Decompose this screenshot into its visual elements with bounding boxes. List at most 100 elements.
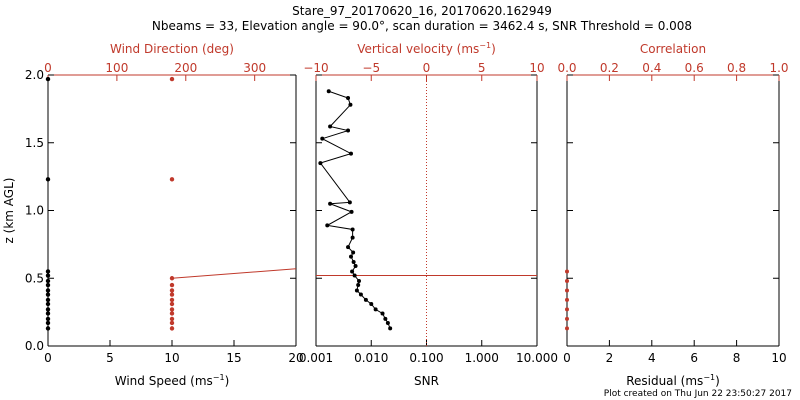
snr-axis-label: SNR [414,374,439,388]
residual-tick-label: 8 [733,351,741,365]
snr-point [320,136,325,141]
wind-speed-point [45,301,51,307]
correlation-point [565,278,569,283]
snr-point [353,264,358,269]
wind-direction-point [169,177,175,182]
wind-speed-point [45,273,51,278]
snr-point [350,235,355,240]
snr-point [385,320,390,325]
snr-tick-label: 10.000 [516,351,558,365]
wind-speed-tick-label: 20 [288,351,303,365]
vertical-velocity-top-tick-label: 10 [529,61,544,75]
snr-point [347,200,352,205]
vertical-velocity-label: Vertical velocity (ms−1) [357,41,496,56]
correlation-top-tick-label: 0.2 [600,61,619,75]
snr-point [363,297,368,302]
wind-panel-ytick-label: 1.5 [25,136,44,150]
correlation-top-tick-label: 0.6 [685,61,704,75]
snr-point [352,273,357,278]
snr-tick-label: 0.100 [409,351,443,365]
correlation-label: Correlation [640,42,706,56]
wind-speed-point [45,278,51,284]
wind-speed-tick-label: 0 [44,351,52,365]
wind-speed-point [45,326,51,331]
correlation-point [565,288,569,293]
wind-direction-top-tick-label: 0 [44,61,52,75]
vertical-velocity-top-tick-label: −10 [303,61,328,75]
wind-speed-point [45,269,51,274]
residual-tick-label: 6 [690,351,698,365]
snr-point [325,223,330,228]
snr-point [348,254,353,259]
snr-point [354,288,359,293]
correlation-top-tick-label: 0.0 [557,61,576,75]
correlation-point [565,297,569,302]
wind-speed-point [45,76,51,82]
wind-speed-point [45,177,51,182]
wind-speed-tick-label: 15 [226,351,241,365]
snr-point [388,326,393,331]
wind-speed-point [45,316,51,322]
snr-tick-label: 1.000 [465,351,499,365]
snr-point [348,102,353,107]
snr-point [328,201,333,206]
wind-direction-point [169,292,175,297]
snr-point [380,311,385,316]
snr-point [358,292,363,297]
snr-point [383,316,388,321]
wind-speed-tick-label: 10 [164,351,179,365]
snr-point [350,269,355,274]
correlation-point [565,326,569,331]
height-axis-label: z (km AGL) [2,178,16,244]
wind-speed-point [45,292,51,297]
snr-point [350,227,355,232]
wind-panel-ytick-label: 0.5 [25,271,44,285]
snr-point [351,250,356,255]
wind-direction-point [169,297,175,303]
snr-point [328,124,333,129]
snr-point [318,161,323,166]
wind-direction-point [169,326,175,331]
wind-direction-top-tick-label: 200 [174,61,197,75]
snr-point [348,151,353,156]
snr-point [351,259,356,264]
wind-direction-top-tick-label: 300 [243,61,266,75]
correlation-point [565,316,569,321]
snr-point [373,307,378,312]
wind-direction-point [169,282,175,288]
residual-tick-label: 2 [606,351,614,365]
vertical-velocity-top-tick-label: −5 [362,61,380,75]
wind-direction-point [169,320,175,326]
vertical-velocity-top-tick-label: 5 [478,61,486,75]
correlation-point [565,307,569,312]
snr-point [346,128,351,133]
residual-tick-label: 0 [563,351,571,365]
snr-point [346,96,351,101]
wind-direction-point [169,301,175,307]
wind-panel-ytick-label: 2.0 [25,68,44,82]
wind-direction-line [171,268,297,279]
snr-tick-label: 0.001 [299,351,333,365]
vertical-velocity-top-tick-label: 0 [423,61,431,75]
wind-direction-point [169,307,175,312]
correlation-top-tick-label: 1.0 [769,61,788,75]
snr-point [326,89,331,94]
wind-speed-point [45,311,51,316]
snr-point [349,209,354,214]
wind-speed-label: Wind Speed (ms−1) [115,373,230,388]
snr-point [346,245,351,250]
plot-created-note: Plot created on Thu Jun 22 23:50:27 2017 [604,389,792,399]
wind-speed-point [45,288,51,293]
correlation-top-tick-label: 0.4 [642,61,661,75]
wind-speed-point [45,320,51,326]
wind-speed-point [45,282,51,288]
residual-label: Residual (ms−1) [626,373,720,388]
wind-direction-point [169,76,175,82]
wind-direction-point [169,311,175,316]
wind-speed-point [45,307,51,312]
wind-panel-ytick-label: 0.0 [25,339,44,353]
figure-title: Stare_97_20170620_16, 20170620.162949 [292,4,552,18]
snr-tick-label: 0.010 [354,351,388,365]
